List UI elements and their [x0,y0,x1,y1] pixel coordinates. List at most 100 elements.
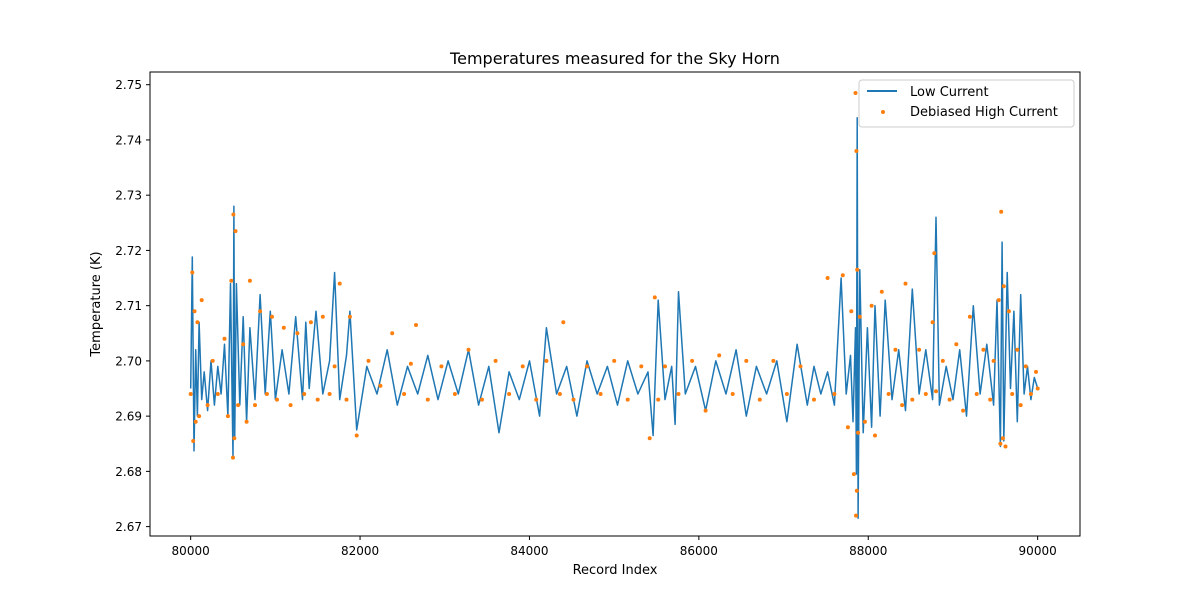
data-point-debiased-high-current [857,314,862,319]
data-point-debiased-high-current [480,397,484,402]
data-point-debiased-high-current [1010,392,1015,396]
data-point-debiased-high-current [561,320,566,325]
x-tick-label: 90000 [1019,544,1057,558]
data-point-debiased-high-current [1000,436,1005,441]
data-point-debiased-high-current [337,281,342,286]
data-point-debiased-high-current [625,397,630,402]
data-point-debiased-high-current [414,323,418,327]
data-point-debiased-high-current [1023,364,1028,369]
data-point-debiased-high-current [1018,403,1023,408]
data-point-debiased-high-current [676,392,681,396]
data-point-debiased-high-current [229,278,234,283]
y-tick-label: 2.73 [115,189,142,203]
data-point-debiased-high-current [991,358,996,363]
data-point-debiased-high-current [233,229,238,234]
data-point-debiased-high-current [998,441,1003,446]
data-point-debiased-high-current [191,439,196,443]
data-point-debiased-high-current [855,267,860,272]
data-point-debiased-high-current [845,425,850,430]
data-point-debiased-high-current [231,455,235,460]
data-point-debiased-high-current [954,342,959,347]
data-point-debiased-high-current [930,320,935,325]
x-axis: 80000 82000 84000 86000 88000 90000 [172,536,1057,558]
x-tick-label: 82000 [341,544,379,558]
data-point-debiased-high-current [327,392,332,396]
data-point-debiased-high-current [408,361,413,366]
x-tick-label: 88000 [849,544,887,558]
x-axis-label: Record Index [573,563,658,578]
data-point-debiased-high-current [544,358,549,363]
data-point-debiased-high-current [851,472,856,477]
data-point-debiased-high-current [225,414,230,419]
legend: Low Current Debiased High Current [858,79,1075,128]
y-axis-label: Temperature (K) [89,251,104,357]
data-point-debiased-high-current [947,397,952,402]
legend-box [858,79,1075,128]
series-layer [188,91,1040,520]
data-point-debiased-high-current [244,419,249,424]
data-point-debiased-high-current [270,314,274,319]
y-tick-label: 2.68 [115,465,142,479]
data-point-debiased-high-current [258,309,263,314]
chart-title: Temperatures measured for the Sky Horn [449,49,780,68]
data-point-debiased-high-current [332,364,337,369]
data-point-debiased-high-current [205,403,210,408]
data-point-debiased-high-current [923,392,928,396]
data-point-debiased-high-current [879,289,884,294]
data-point-debiased-high-current [232,436,237,441]
y-tick-label: 2.75 [115,78,142,92]
data-point-debiased-high-current [507,392,512,396]
data-point-debiased-high-current [967,314,972,319]
data-point-debiased-high-current [253,403,257,408]
data-point-debiased-high-current [893,347,898,352]
data-point-debiased-high-current [1035,386,1040,391]
data-point-debiased-high-current [903,281,908,286]
y-tick-label: 2.71 [115,299,142,313]
data-point-debiased-high-current [520,364,525,369]
data-point-debiased-high-current [344,397,349,402]
data-point-debiased-high-current [231,212,236,217]
data-point-debiased-high-current [585,364,589,369]
data-point-debiased-high-current [910,397,915,402]
data-point-debiased-high-current [999,209,1004,214]
data-point-debiased-high-current [886,392,891,396]
y-tick-label: 2.70 [115,354,142,368]
y-tick-label: 2.72 [115,244,142,258]
data-point-debiased-high-current [825,276,830,280]
data-point-debiased-high-current [853,91,858,95]
data-point-debiased-high-current [981,347,986,352]
data-point-debiased-high-current [730,392,735,396]
data-point-debiased-high-current [598,392,603,396]
x-tick-label: 86000 [680,544,718,558]
data-point-debiased-high-current [690,358,695,363]
data-point-debiased-high-current [812,397,816,402]
data-point-debiased-high-current [571,397,576,402]
data-point-debiased-high-current [996,298,1001,303]
data-point-debiased-high-current [236,403,241,408]
data-point-debiased-high-current [1028,392,1033,396]
y-axis: 2.67 2.68 2.69 2.70 2.71 2.72 2.73 2.74 2.75 [115,78,150,534]
data-point-debiased-high-current [190,270,195,275]
data-point-debiased-high-current [757,397,762,402]
data-point-debiased-high-current [281,325,286,330]
data-point-debiased-high-current [1015,347,1020,352]
data-point-debiased-high-current [1034,369,1038,374]
data-point-debiased-high-current [703,408,708,413]
data-point-debiased-high-current [188,392,193,396]
data-point-debiased-high-current [275,397,279,402]
data-point-debiased-high-current [1003,444,1008,449]
data-point-debiased-high-current [215,392,220,396]
data-point-debiased-high-current [288,403,293,408]
data-point-debiased-high-current [744,358,749,363]
data-point-debiased-high-current [639,364,644,369]
y-tick-label: 2.74 [115,133,142,147]
data-point-debiased-high-current [612,358,617,363]
data-point-debiased-high-current [247,278,252,283]
data-point-debiased-high-current [557,392,562,396]
data-point-debiased-high-current [425,397,430,402]
data-point-debiased-high-current [439,364,444,369]
data-point-debiased-high-current [974,392,979,396]
data-point-debiased-high-current [940,358,945,363]
data-point-debiased-high-current [193,419,198,424]
